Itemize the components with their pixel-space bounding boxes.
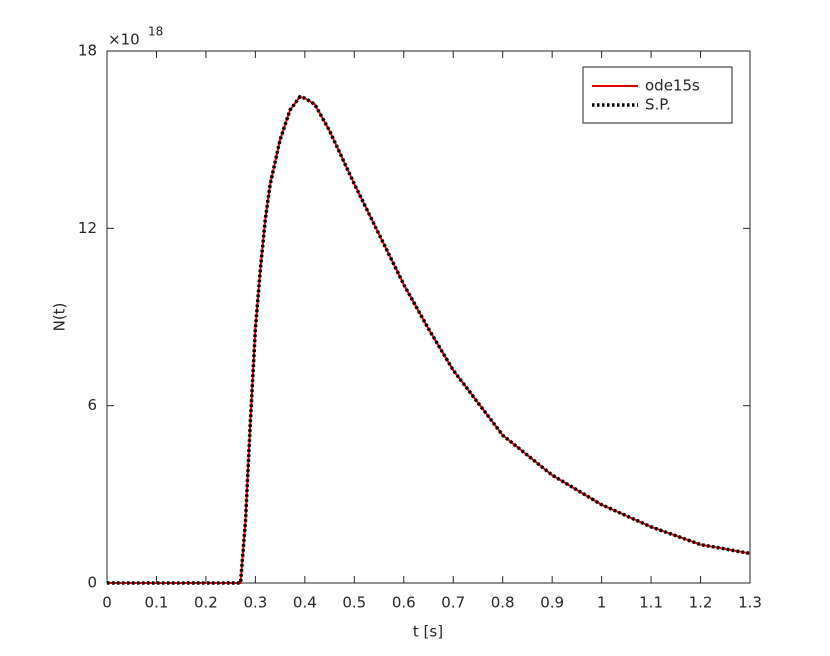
legend-label: ode15s bbox=[645, 77, 700, 95]
data-line bbox=[107, 95, 751, 584]
y-multiplier: ×10 bbox=[108, 31, 140, 49]
x-tick-label: 0.5 bbox=[342, 594, 366, 612]
y-tick-label: 18 bbox=[78, 42, 97, 60]
legend-box bbox=[582, 66, 733, 124]
x-tick-label: 1.1 bbox=[639, 594, 663, 612]
y-exponent: 18 bbox=[148, 25, 163, 39]
x-tick-label: 0.9 bbox=[540, 594, 564, 612]
y-tick-label: 6 bbox=[87, 396, 97, 414]
x-tick-label: 0.8 bbox=[491, 594, 515, 612]
y-tick-label: 12 bbox=[78, 219, 97, 237]
x-tick-label: 1 bbox=[597, 594, 607, 612]
x-tick-label: 0.2 bbox=[194, 594, 218, 612]
y-axis-label: N(t) bbox=[51, 303, 69, 332]
x-axis-label: t [s] bbox=[413, 623, 443, 641]
x-tick-label: 0.7 bbox=[441, 594, 465, 612]
x-tick-label: 1.2 bbox=[689, 594, 713, 612]
data-line bbox=[107, 94, 751, 585]
x-tick-label: 0.4 bbox=[293, 594, 317, 612]
y-tick-label: 0 bbox=[87, 574, 97, 592]
x-tick-label: 0.1 bbox=[145, 594, 169, 612]
x-tick-label: 0.6 bbox=[392, 594, 416, 612]
x-tick-label: 1.3 bbox=[738, 594, 762, 612]
axes-box bbox=[106, 50, 751, 584]
legend-label: S.P. bbox=[645, 96, 671, 114]
x-tick-label: 0 bbox=[102, 594, 112, 612]
x-tick-label: 0.3 bbox=[243, 594, 267, 612]
